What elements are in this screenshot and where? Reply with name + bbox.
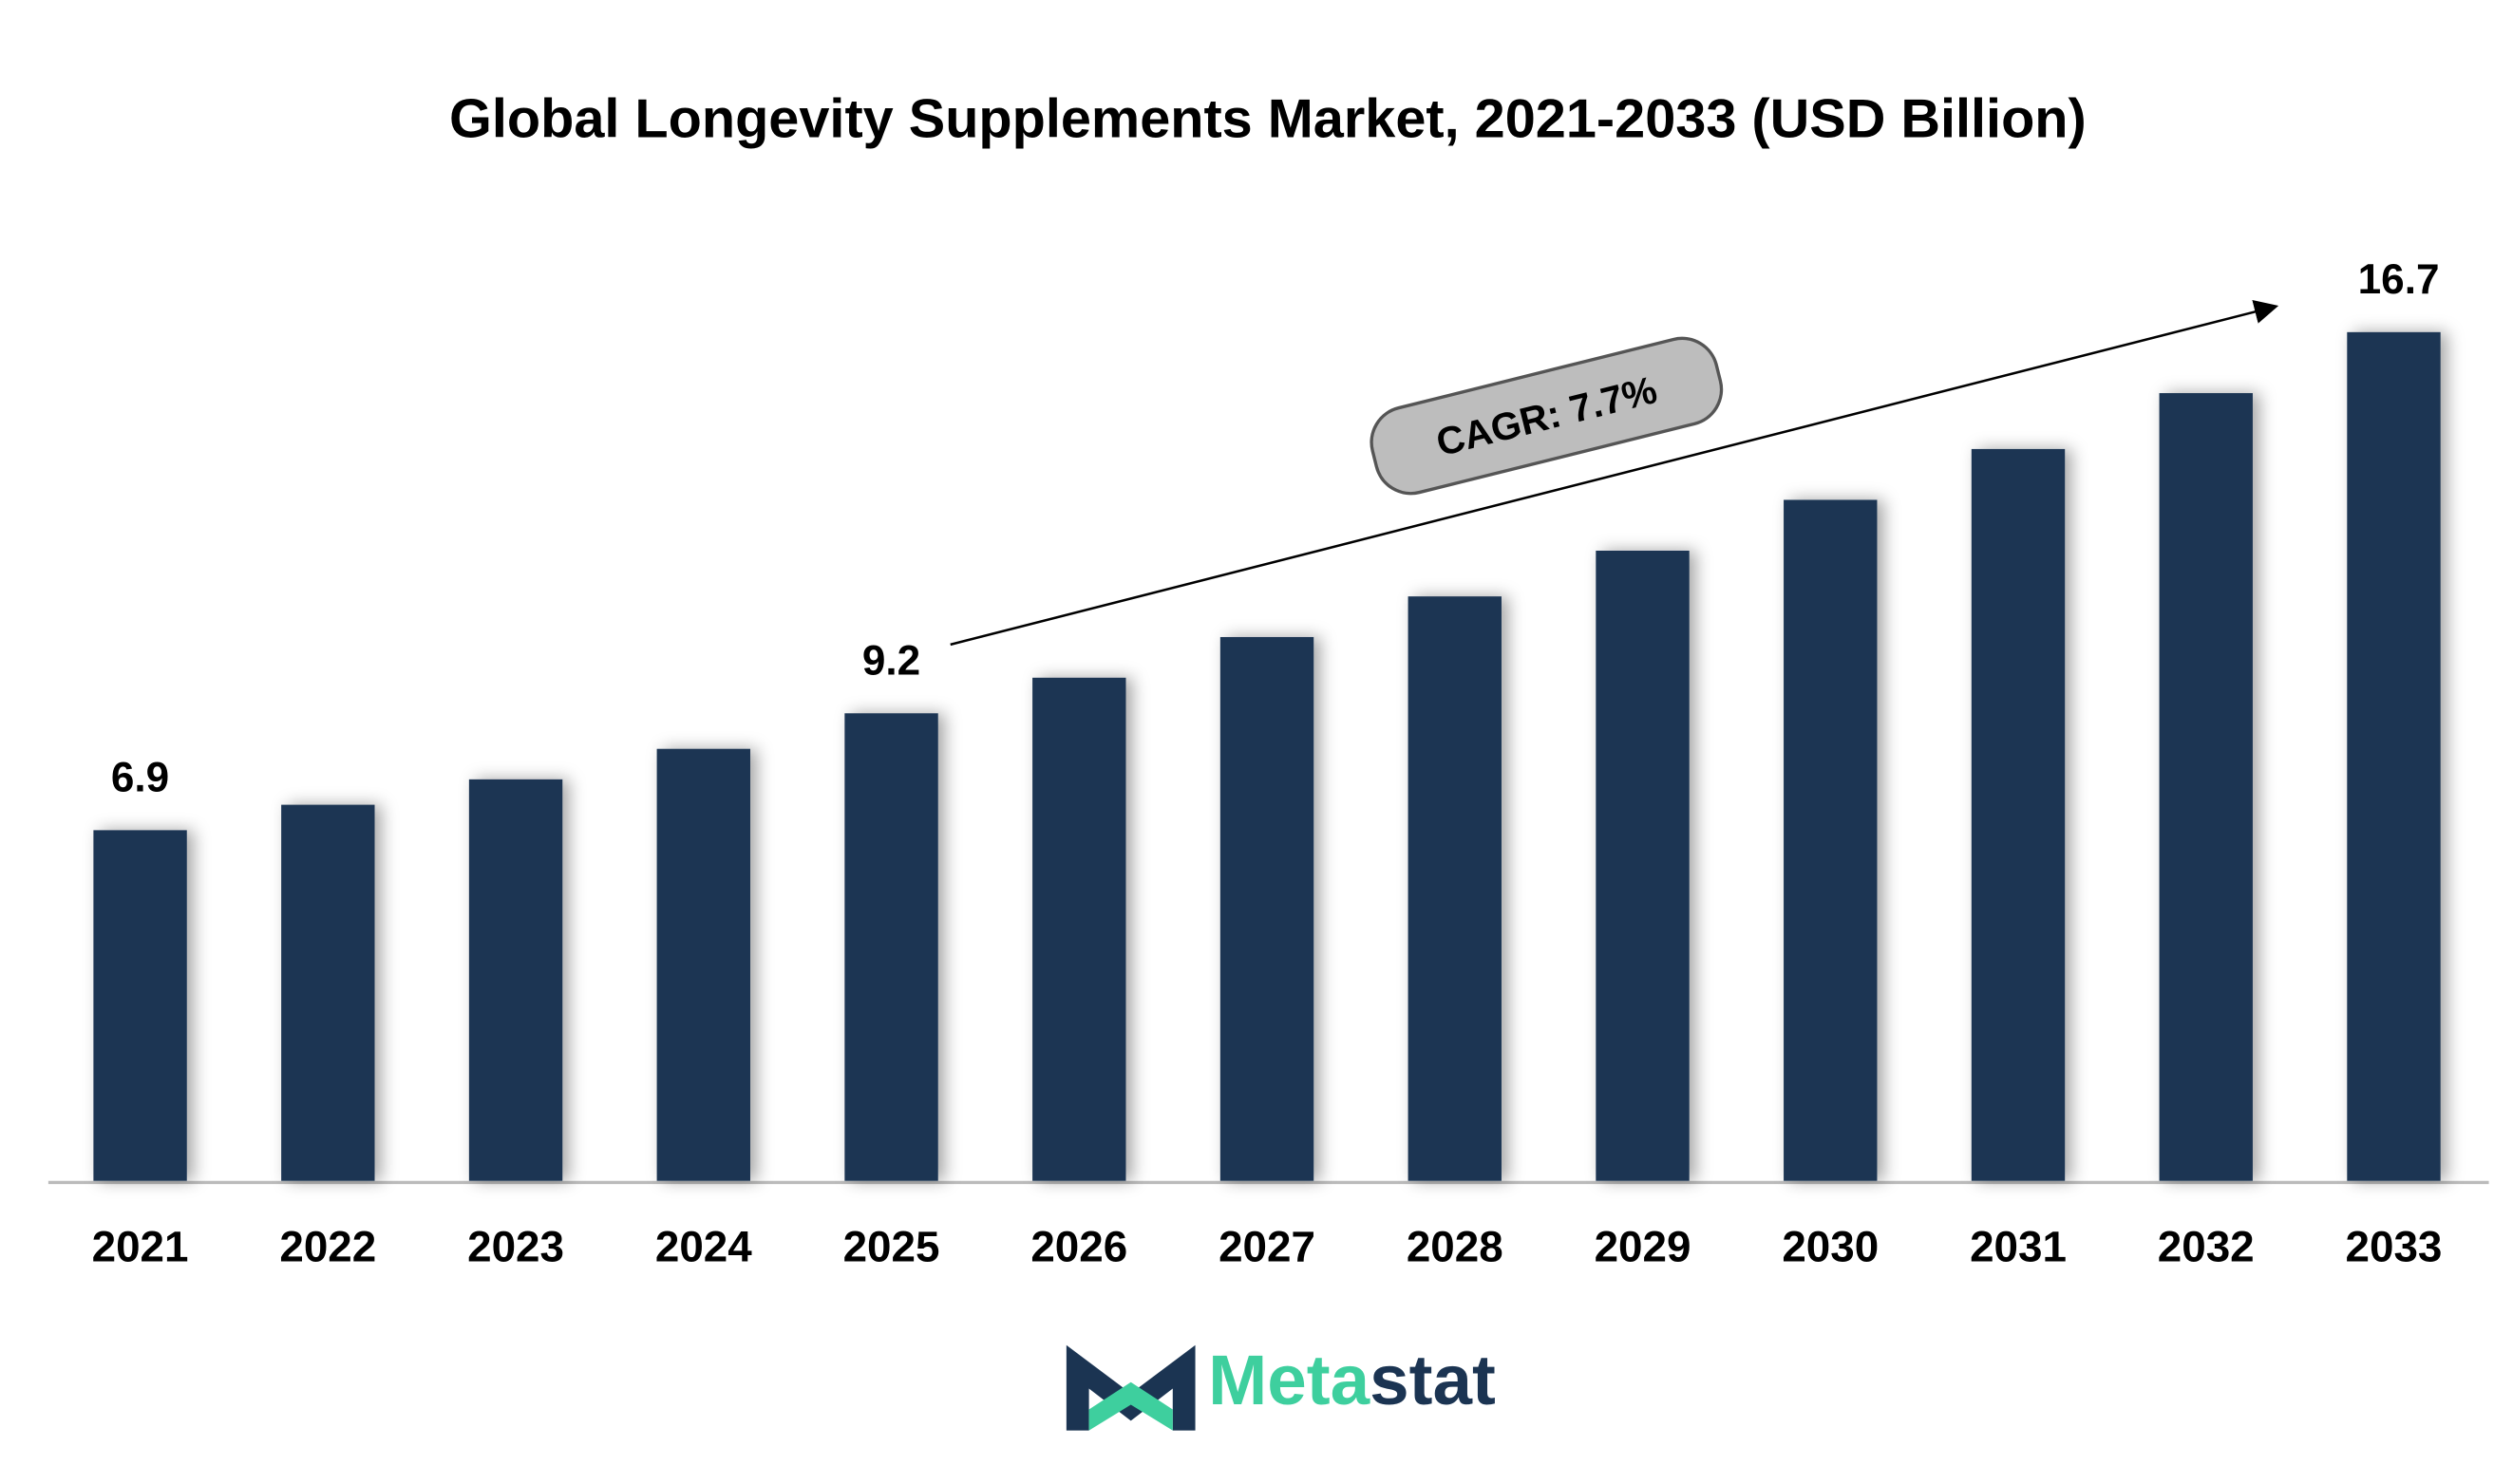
cagr-pill bbox=[1370, 336, 1724, 496]
x-tick-label: 2033 bbox=[2346, 1223, 2443, 1271]
x-tick-label: 2030 bbox=[1782, 1223, 1879, 1271]
x-tick-label: 2024 bbox=[655, 1223, 752, 1271]
value-label: 16.7 bbox=[2358, 256, 2440, 303]
bar bbox=[1784, 499, 1878, 1181]
x-tick-label: 2029 bbox=[1595, 1223, 1691, 1271]
x-tick-label: 2032 bbox=[2158, 1223, 2255, 1271]
x-tick-label: 2028 bbox=[1407, 1223, 1503, 1271]
logo-text-part: Meta bbox=[1208, 1340, 1370, 1419]
bar bbox=[468, 779, 563, 1181]
x-tick-label: 2021 bbox=[92, 1223, 189, 1271]
x-tick-label: 2031 bbox=[1970, 1223, 2067, 1271]
bar bbox=[281, 804, 375, 1181]
logo-mark bbox=[1066, 1344, 1196, 1431]
bar bbox=[1971, 448, 2066, 1181]
bar bbox=[1032, 677, 1126, 1181]
bar bbox=[93, 830, 187, 1181]
cagr-arrow bbox=[950, 300, 2279, 647]
x-tick-label: 2025 bbox=[843, 1223, 940, 1271]
bar bbox=[1596, 550, 1690, 1181]
logo-text-part: stat bbox=[1370, 1340, 1496, 1419]
x-tick-label: 2026 bbox=[1030, 1223, 1127, 1271]
x-tick-label: 2023 bbox=[467, 1223, 564, 1271]
bar bbox=[1408, 596, 1502, 1181]
value-label: 9.2 bbox=[862, 637, 920, 684]
x-tick-label: 2027 bbox=[1219, 1223, 1315, 1271]
chart-title: Global Longevity Supplements Market, 202… bbox=[449, 89, 2087, 150]
x-tick-label: 2022 bbox=[279, 1223, 376, 1271]
bar bbox=[656, 748, 750, 1181]
bar bbox=[2347, 331, 2441, 1181]
bars bbox=[93, 331, 2441, 1181]
value-label: 6.9 bbox=[111, 754, 169, 800]
bar bbox=[844, 713, 938, 1181]
logo: Metastat bbox=[1066, 1340, 1496, 1431]
bar bbox=[2159, 393, 2253, 1181]
logo-text: Metastat bbox=[1208, 1340, 1496, 1419]
logo-mark-accent bbox=[1088, 1381, 1173, 1431]
bar bbox=[1219, 636, 1314, 1181]
